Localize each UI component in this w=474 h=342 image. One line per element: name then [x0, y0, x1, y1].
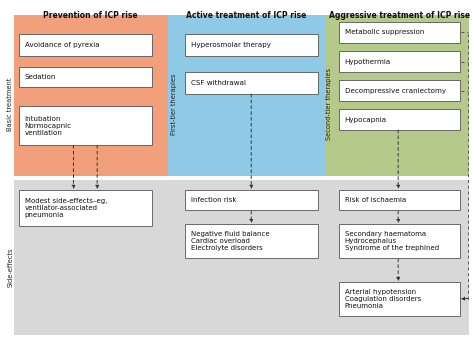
FancyBboxPatch shape: [19, 190, 152, 226]
Text: Side-effects: Side-effects: [8, 247, 13, 287]
FancyBboxPatch shape: [339, 109, 460, 130]
Text: Arterial hypotension
Coagulation disorders
Pneumonia: Arterial hypotension Coagulation disorde…: [345, 289, 421, 309]
Text: Modest side-effects–eg,
ventilator-associated
pneumonia: Modest side-effects–eg, ventilator-assoc…: [25, 198, 107, 218]
Text: Hypocapnia: Hypocapnia: [345, 117, 387, 123]
Text: Second-tier therapies: Second-tier therapies: [327, 68, 332, 140]
Text: Avoidance of pyrexia: Avoidance of pyrexia: [25, 42, 99, 48]
Text: Hypothermia: Hypothermia: [345, 58, 391, 65]
Bar: [14, 180, 469, 335]
Text: Negative fluid balance
Cardiac overload
Electrolyte disorders: Negative fluid balance Cardiac overload …: [191, 231, 269, 251]
FancyBboxPatch shape: [185, 72, 318, 94]
FancyBboxPatch shape: [185, 224, 318, 258]
Text: Metabolic suppression: Metabolic suppression: [345, 29, 424, 36]
FancyBboxPatch shape: [339, 80, 460, 101]
FancyBboxPatch shape: [339, 22, 460, 43]
Text: Decompressive craniectomy: Decompressive craniectomy: [345, 88, 446, 94]
Bar: [14, 15, 168, 176]
FancyBboxPatch shape: [339, 51, 460, 72]
Text: Hyperosmolar therapy: Hyperosmolar therapy: [191, 42, 271, 48]
Bar: [168, 15, 325, 176]
Text: Basic treatment: Basic treatment: [8, 78, 13, 131]
Text: Intubation
Normocapnic
ventilation: Intubation Normocapnic ventilation: [25, 116, 72, 136]
Text: Infection risk: Infection risk: [191, 197, 236, 203]
Text: Risk of ischaemia: Risk of ischaemia: [345, 197, 406, 203]
FancyBboxPatch shape: [19, 34, 152, 56]
FancyBboxPatch shape: [339, 282, 460, 316]
Text: Aggressive treatment of ICP rise: Aggressive treatment of ICP rise: [328, 11, 470, 20]
Text: Sedation: Sedation: [25, 74, 56, 80]
Bar: [325, 15, 469, 176]
Text: Active treatment of ICP rise: Active treatment of ICP rise: [186, 11, 307, 20]
FancyBboxPatch shape: [185, 190, 318, 210]
FancyBboxPatch shape: [19, 106, 152, 145]
Text: Secondary haematoma
Hydrocephalus
Syndrome of the trephined: Secondary haematoma Hydrocephalus Syndro…: [345, 231, 439, 251]
FancyBboxPatch shape: [185, 34, 318, 56]
Text: CSF withdrawal: CSF withdrawal: [191, 80, 246, 86]
Text: Prevention of ICP rise: Prevention of ICP rise: [43, 11, 137, 20]
FancyBboxPatch shape: [339, 224, 460, 258]
FancyBboxPatch shape: [19, 67, 152, 87]
FancyBboxPatch shape: [339, 190, 460, 210]
Text: First-tier therapies: First-tier therapies: [172, 74, 177, 135]
